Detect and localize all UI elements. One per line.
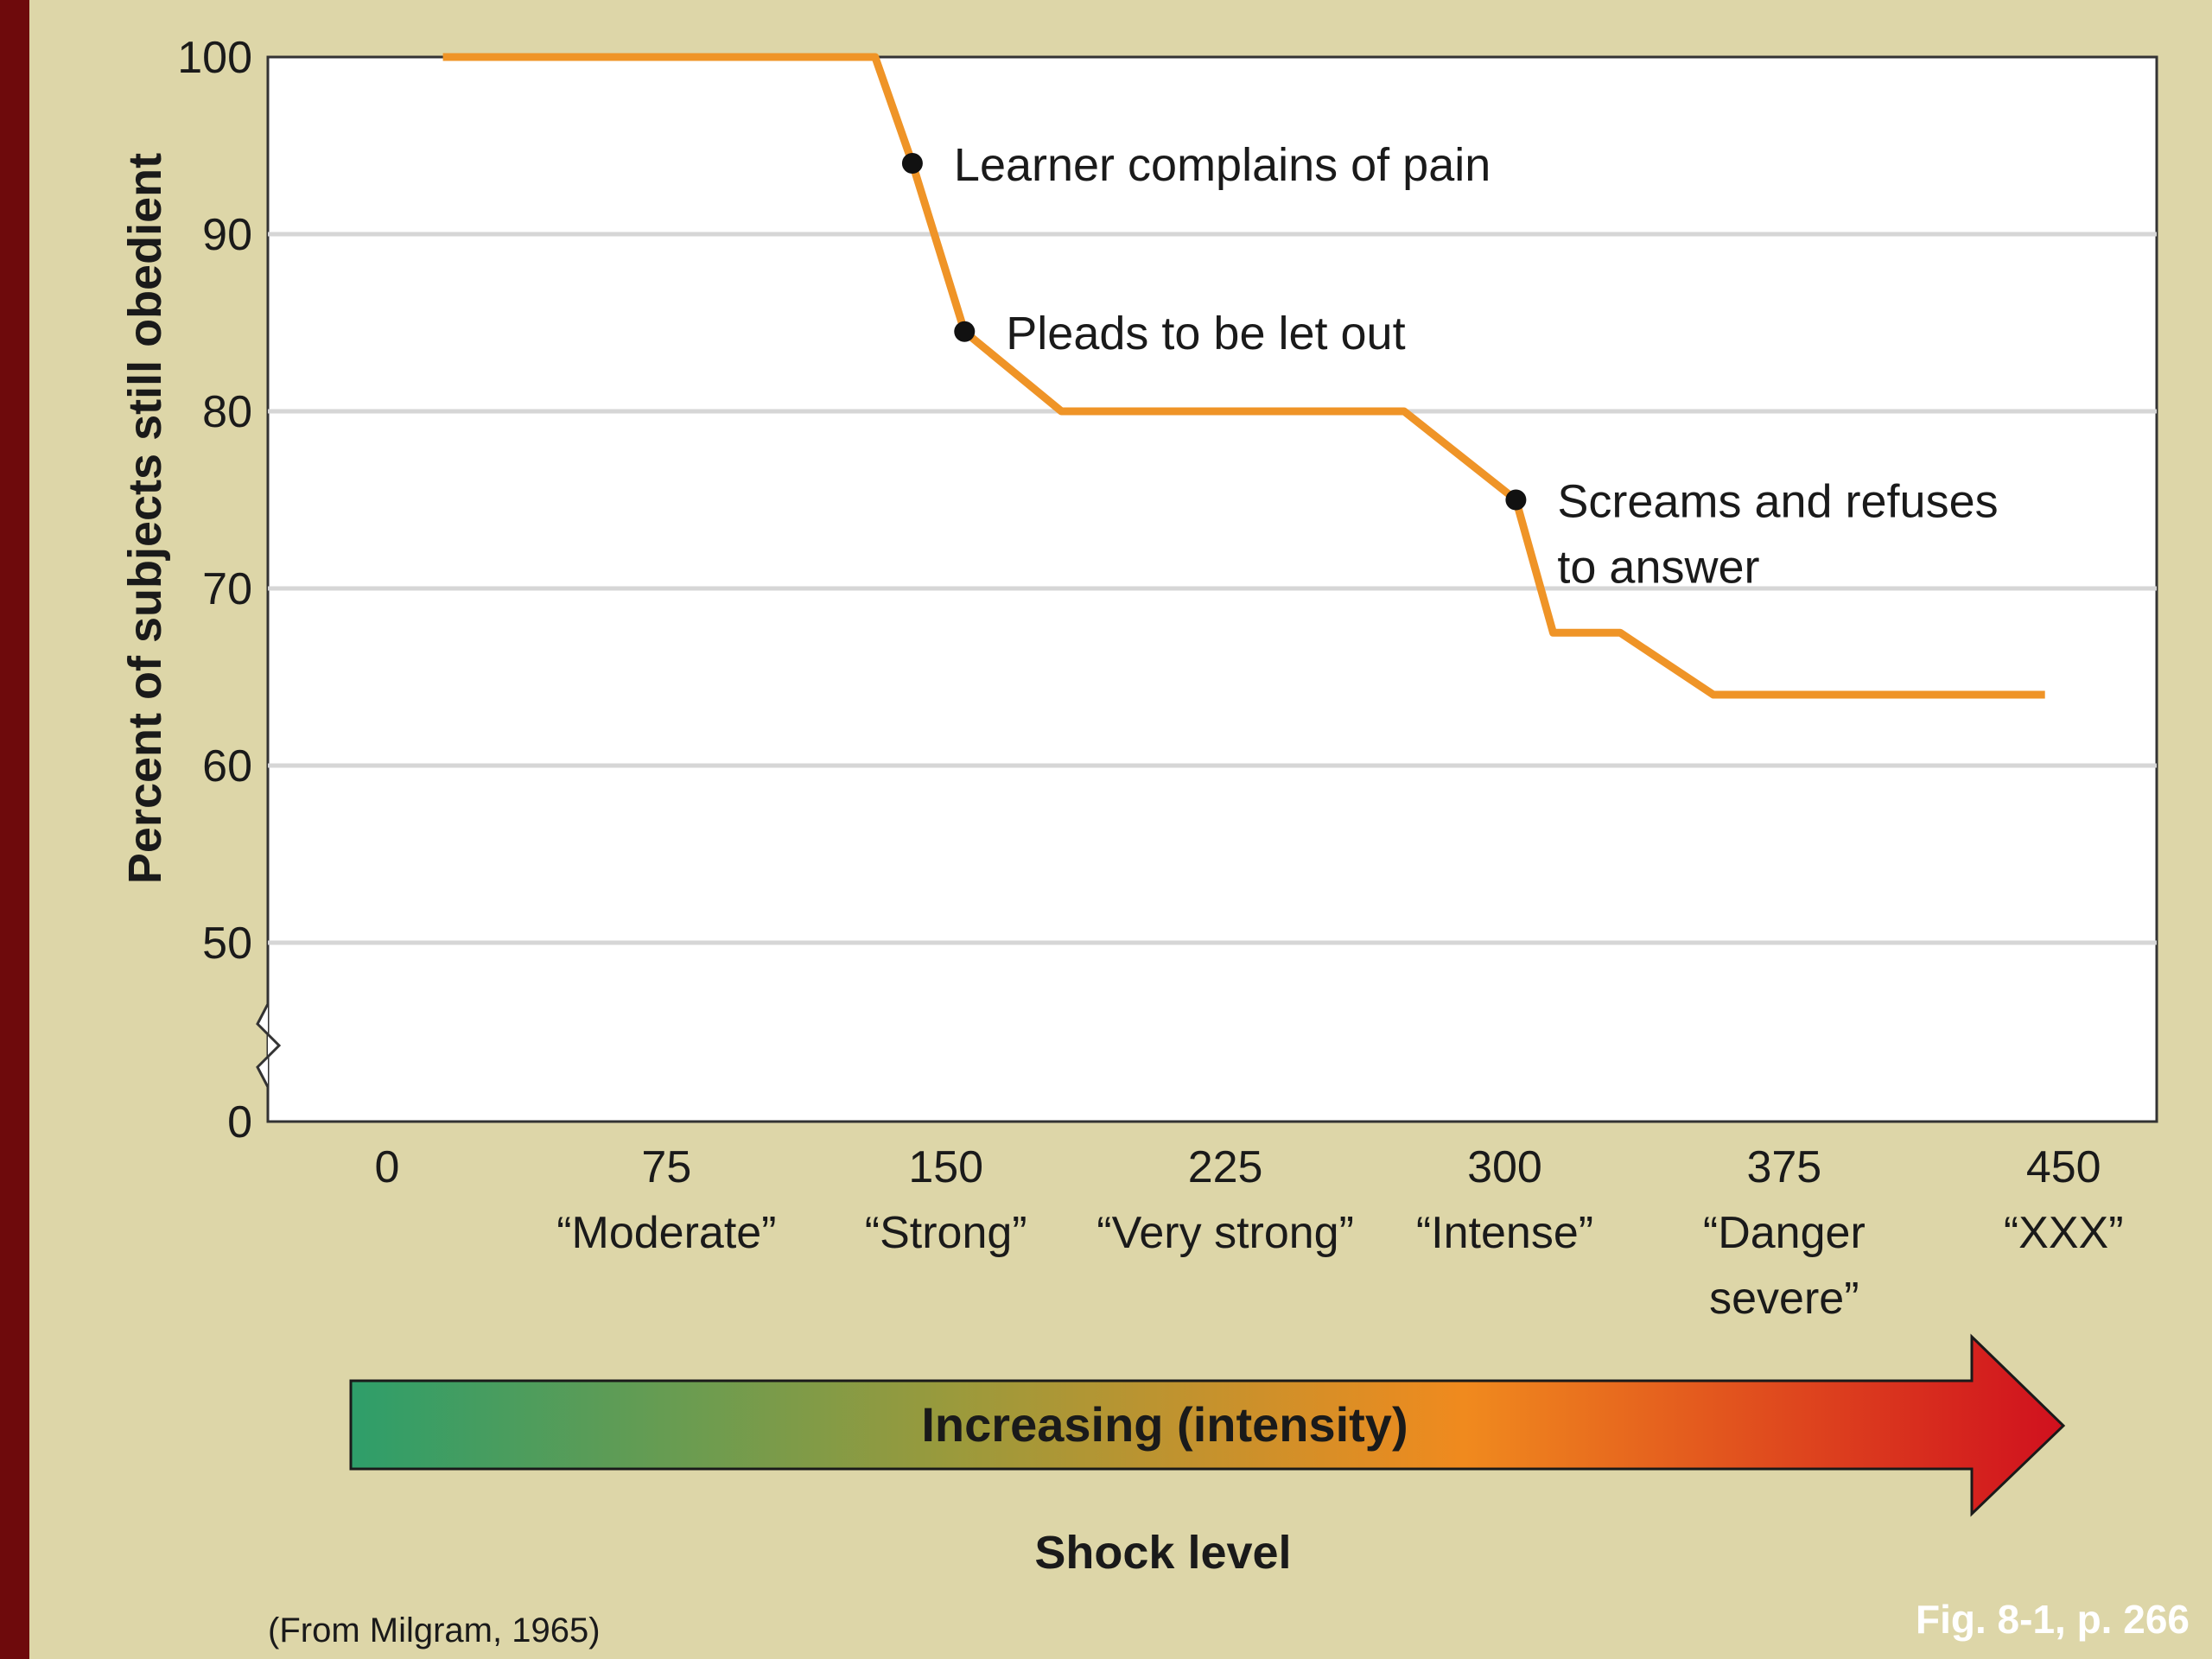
y-tick-0: 0 xyxy=(227,1097,252,1147)
y-tick-100: 100 xyxy=(177,33,252,83)
y-tick-70: 70 xyxy=(202,564,252,614)
y-tick-90: 90 xyxy=(202,210,252,260)
x-tick-225: 225 “Very strong” xyxy=(1096,1142,1354,1258)
y-tick-80: 80 xyxy=(202,387,252,437)
figure-panel: 0 50 60 70 80 90 100 Learner complains of pain… xyxy=(29,0,2212,1659)
figure-reference: Fig. 8-1, p. 266 xyxy=(1916,1597,2190,1642)
obedience-chart: 0 50 60 70 80 90 100 Learner complains of pain… xyxy=(119,33,2190,1649)
series-line-0 xyxy=(442,53,2045,699)
x-tick-375: 375 “Danger severe” xyxy=(1703,1142,1866,1324)
source-note: (From Milgram, 1965) xyxy=(268,1611,601,1649)
annotation-marker-0 xyxy=(901,153,923,174)
arrow-label: Increasing (intensity) xyxy=(921,1397,1408,1452)
x-tick-300: 300 “Intense” xyxy=(1416,1142,1593,1258)
axis-break-marker xyxy=(256,1003,282,1088)
x-tick-0: 0 xyxy=(375,1142,400,1192)
annotation-label-0: Learner complains of pain xyxy=(954,139,1491,191)
y-tick-50: 50 xyxy=(202,918,252,969)
x-tick-75: 75 “Moderate” xyxy=(556,1142,776,1258)
annotations: Learner complains of pain Pleads to be le… xyxy=(901,139,1999,594)
y-tick-60: 60 xyxy=(202,741,252,791)
y-axis-title: Percent of subjects still obedient xyxy=(119,153,171,884)
x-tick-450: 450 “XXX” xyxy=(2004,1142,2124,1258)
x-axis-ticks: 0 75 “Moderate” 150 “Strong” 225 “Very strong”… xyxy=(375,1142,2124,1324)
data-series xyxy=(442,53,2045,699)
annotation-label-2: Screams and refuses to answer xyxy=(1557,476,1998,594)
x-axis-title: Shock level xyxy=(1034,1527,1291,1579)
annotation-label-1: Pleads to be let out xyxy=(1006,308,1405,359)
intensity-arrow xyxy=(349,1333,2066,1517)
grid-lines xyxy=(268,232,2157,945)
y-axis-ticks: 0 50 60 70 80 90 100 xyxy=(177,33,252,1147)
x-tick-150: 150 “Strong” xyxy=(865,1142,1027,1258)
annotation-marker-1 xyxy=(954,321,976,342)
annotation-marker-2 xyxy=(1505,489,1527,511)
